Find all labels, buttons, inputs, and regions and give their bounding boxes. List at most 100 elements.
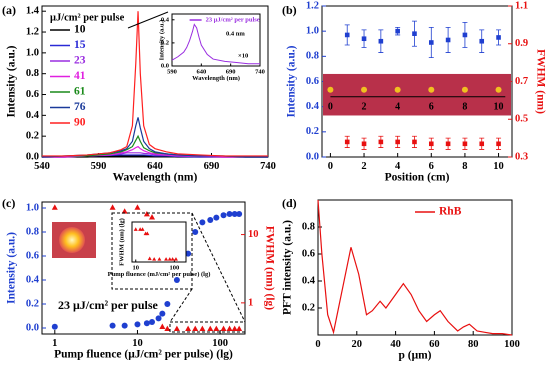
point [236,211,243,217]
x-axis-label: Pump fluence (mJ/cm² per pulse) (lg) [108,271,211,278]
y-tick-label: 0.0 [161,62,169,69]
point [344,139,350,145]
point [231,325,238,331]
photo-dot [394,86,401,93]
x-tick-label: 100 [212,338,228,349]
point [121,322,128,329]
y-tick-label: 1.4 [26,6,40,17]
photo-tick-label: 4 [395,101,400,112]
legend-label: 23 [74,55,86,67]
y-axis-label: Intensity (a.u.) [286,45,298,117]
x-tick-label: 740 [255,68,265,75]
y-tick-label: 0.6 [26,250,39,261]
point [185,250,192,257]
point [496,35,501,40]
plot-frame [131,221,187,263]
point [378,38,384,44]
x-axis-label: Pump fluence (μJ/cm² per pulse) (lg) [54,348,233,360]
y-tick-label: 0.8 [306,51,319,62]
y-tick-label: 1.0 [26,202,39,213]
inset-frame [111,212,193,290]
x-tick-label: 100 [504,339,520,350]
y-tick-label: 0.6 [306,76,319,87]
x-tick-label: 640 [147,161,163,172]
x-axis-label: Position (cm) [385,171,450,183]
photo-dot [495,86,502,93]
y-tick-label: 0.6 [302,248,315,259]
point [192,325,199,331]
point [344,32,350,38]
point [159,323,166,329]
layer: (a)540 590 640 690 7400.00.20.40.60.81.01.21… [2,0,546,361]
zoom-region [169,321,246,333]
x-tick-label: 1 [52,338,57,349]
y-tick-label: 0.8 [302,221,315,232]
line [317,199,513,336]
y-tick-label: 0.4 [26,110,40,121]
point [445,37,451,43]
point [185,325,192,331]
y2-tick-label: 0.5 [515,114,528,125]
y-tick-label: 1.0 [306,26,319,37]
point [412,139,417,145]
point [479,38,485,44]
photo-spot [59,227,85,253]
point [143,320,150,327]
point [51,204,58,210]
y-tick-label: 0.6 [26,89,39,100]
photo-dot [428,86,435,93]
photo-tick-label: 8 [462,101,467,112]
x-tick-label: 10 [132,338,143,349]
point [462,141,468,147]
y-tick-label: 1.2 [26,26,39,37]
point [173,257,178,261]
y-tick-label: 0.4 [306,101,320,112]
point [152,257,157,261]
y-axis-label: Intensity (a.u.) [6,45,18,117]
point [231,211,238,217]
point [164,257,169,261]
plot-frame [171,13,261,67]
x-tick-label: 590 [167,68,177,75]
y-tick-label: 0.4 [161,16,170,23]
y-tick-label: 0.2 [161,39,169,46]
panel-label: (d) [282,196,297,210]
point [149,214,156,220]
x-tick-label: 740 [260,161,276,172]
point [145,231,150,236]
point [395,28,400,34]
point [109,204,116,210]
x-tick-label: 0 [328,161,333,172]
legend-label: 10 [74,24,86,36]
panel-label: (b) [282,3,297,17]
point [236,325,243,331]
point [428,141,434,147]
plot-frame [317,199,513,336]
x-tick-label: 590 [91,161,107,172]
point [361,141,367,147]
x-tick-label: 690 [204,161,220,172]
annotation: ×10 [238,52,248,59]
point [199,219,206,226]
point [121,208,128,214]
x-axis-label: p (μm) [398,349,431,361]
y-tick-label: 0.2 [26,131,39,142]
point [164,325,171,331]
point [170,257,175,261]
point [157,257,162,261]
legend-title: μJ/cm² per pulse [50,12,125,23]
x-tick-label: 6 [429,161,434,172]
y2-tick-label: 0.3 [515,151,528,162]
photo-dot [461,86,468,93]
point [213,214,220,221]
point [395,139,400,145]
point [462,32,468,38]
point [207,325,214,331]
photo-tick-label: 0 [328,101,333,112]
y-tick-label: 1.0 [26,47,39,58]
point [220,325,227,331]
point [147,256,152,261]
point [445,141,451,147]
arrow [127,11,169,29]
